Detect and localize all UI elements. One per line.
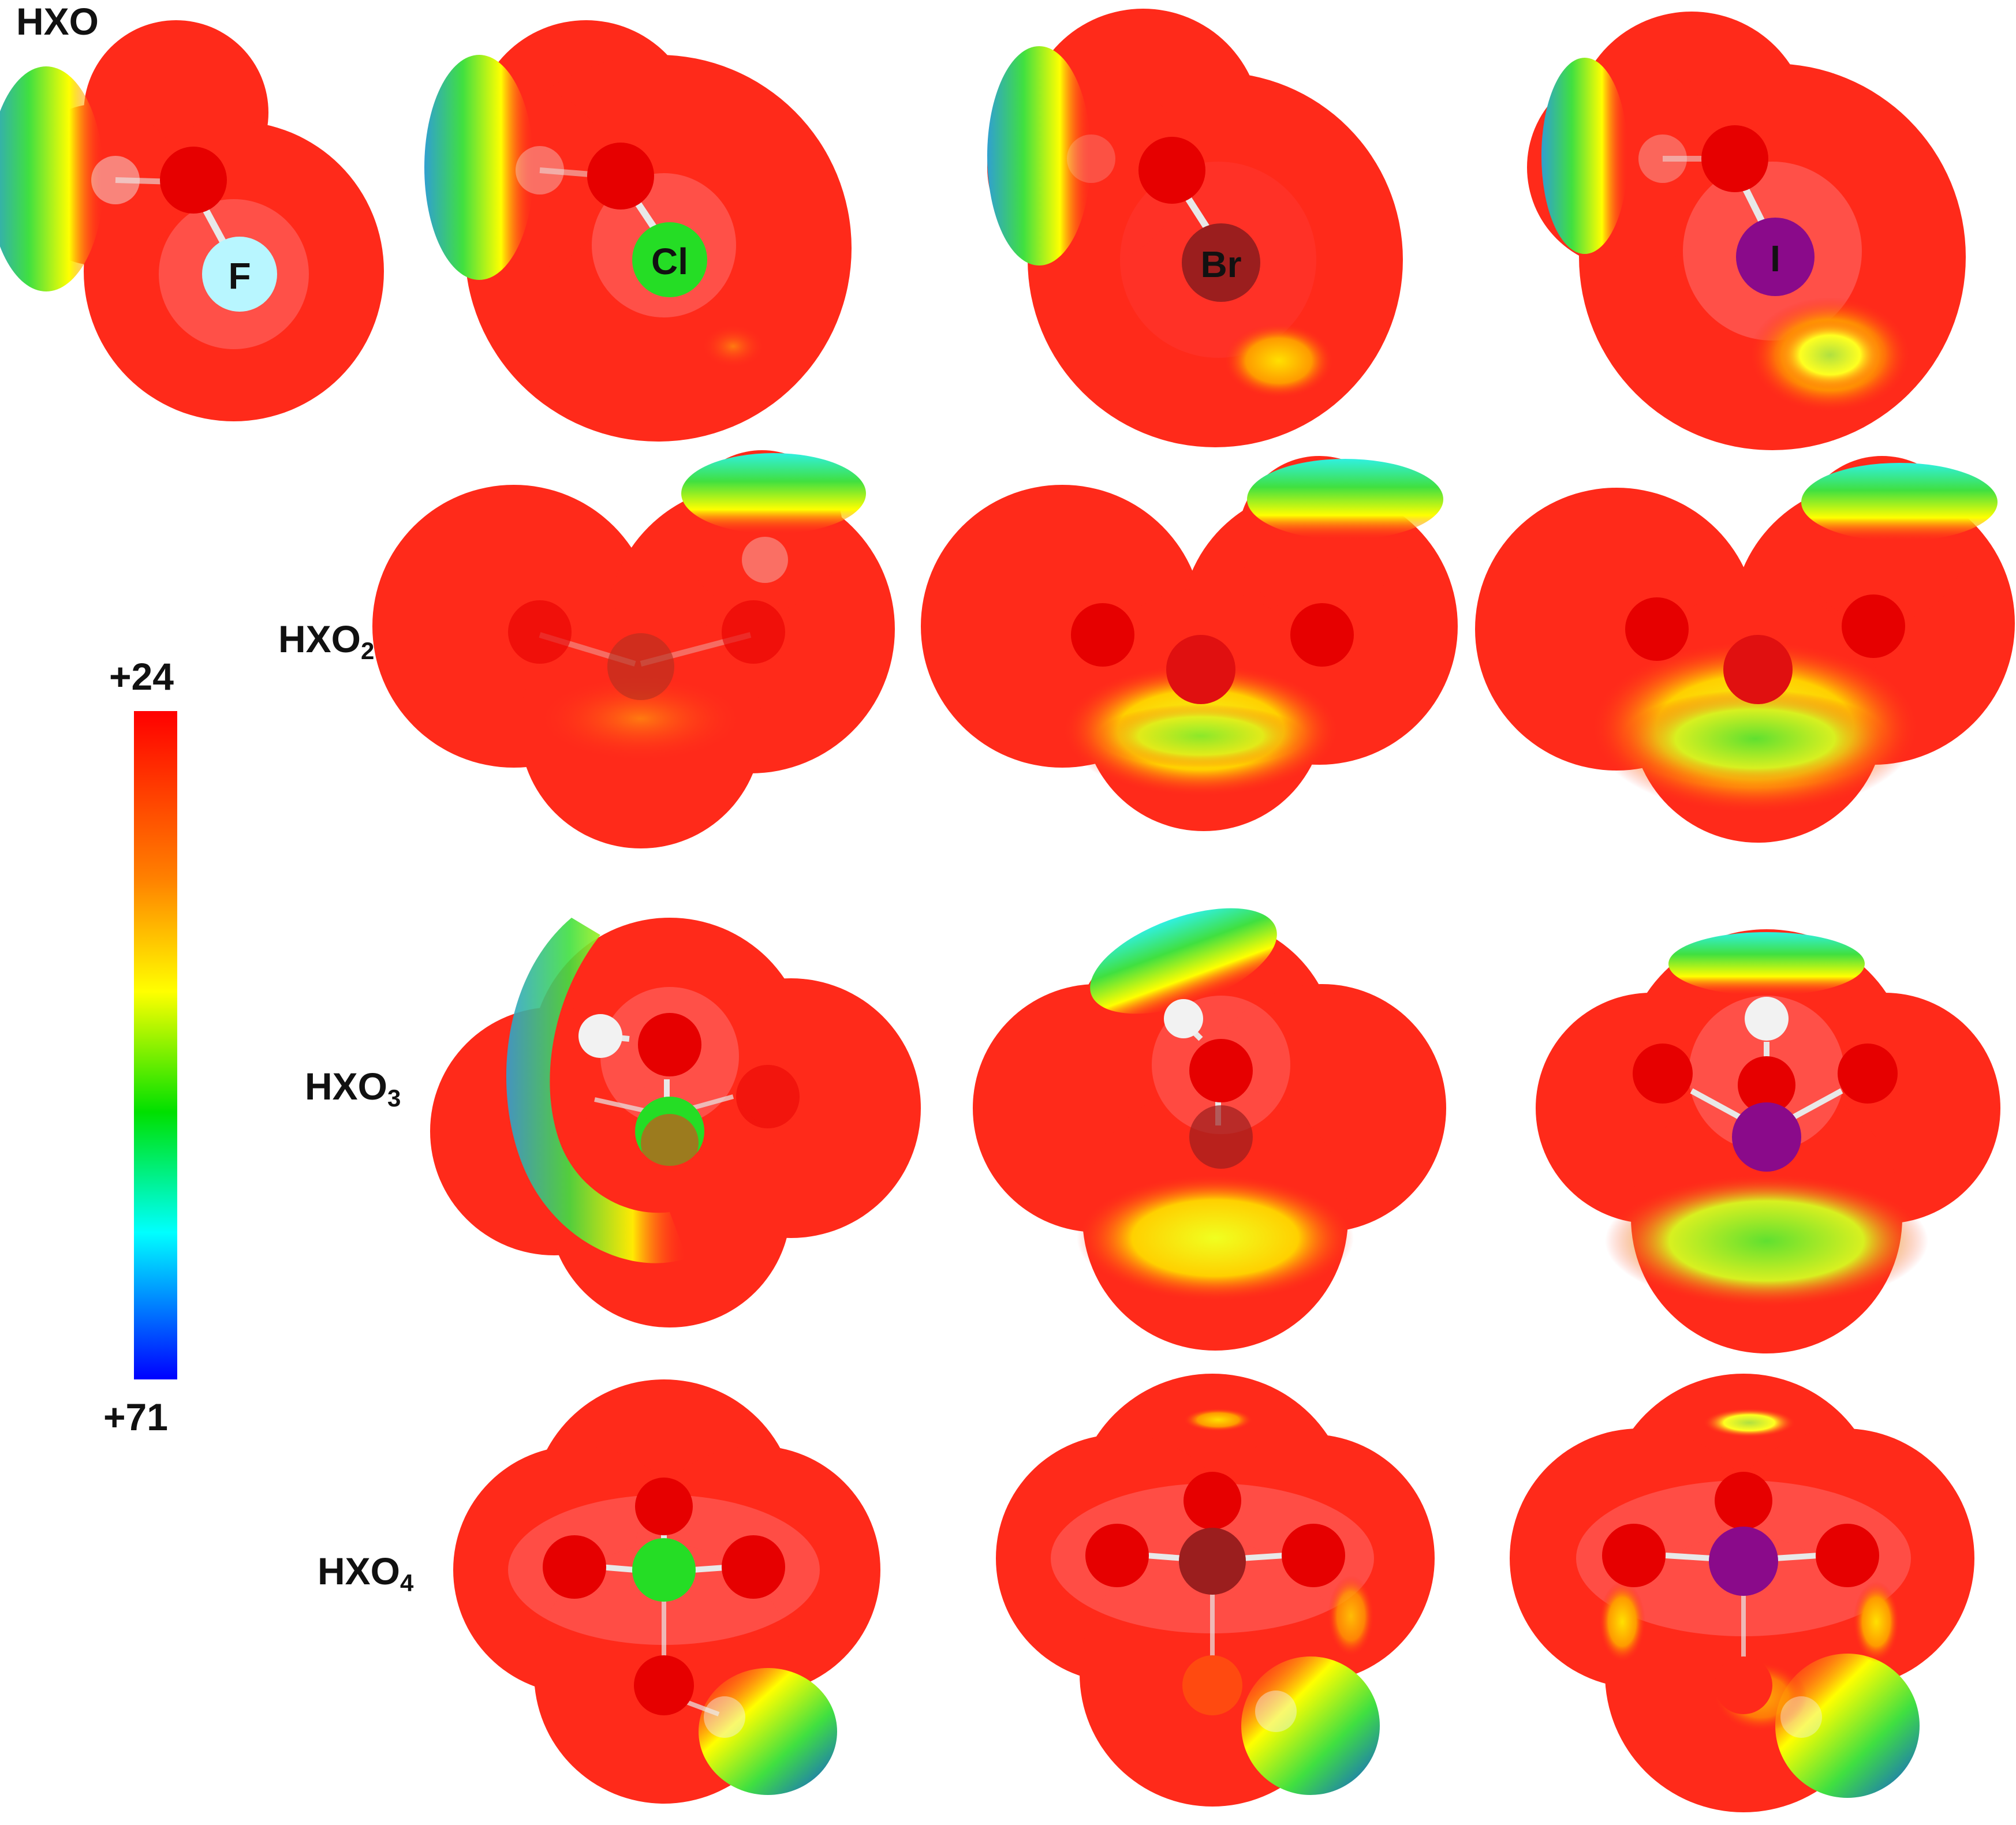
sigma-hole-band xyxy=(506,918,687,1263)
hydrogen-atom xyxy=(1745,997,1789,1041)
esp-hclo3 xyxy=(430,918,921,1327)
colorbar-min-label: +71 xyxy=(103,1396,168,1438)
esp-hfo: F xyxy=(0,20,384,421)
row-label-hxo: HXO xyxy=(16,0,99,43)
esp-hio: I xyxy=(1527,12,1966,450)
hydrogen-atom xyxy=(742,537,788,583)
esp-hio4 xyxy=(1510,1374,1974,1812)
halogen-atom-br xyxy=(1189,1105,1253,1169)
oxygen-atom xyxy=(1085,1524,1149,1587)
halogen-atom-cl xyxy=(632,1538,696,1602)
hydrogen-atom xyxy=(1164,999,1203,1038)
hydrogen-atom xyxy=(578,1014,622,1058)
oxygen-atom xyxy=(508,600,572,664)
esp-hbro3 xyxy=(973,908,1446,1351)
hydrogen-atom xyxy=(1638,134,1687,183)
oxygen-atom xyxy=(1816,1524,1879,1587)
esp-hclo2 xyxy=(372,450,895,848)
esp-hclo: Cl xyxy=(424,20,852,442)
hydrogen-atom xyxy=(1255,1691,1297,1732)
sigma-hole-cap xyxy=(1247,459,1443,540)
hydrogen-atom xyxy=(1067,134,1115,183)
sigma-hole-cap xyxy=(1775,1654,1920,1798)
oxygen-atom xyxy=(1842,594,1905,658)
halogen-atom-br xyxy=(1182,223,1260,302)
oxygen-atom xyxy=(1633,1044,1693,1104)
sigma-hole-cap xyxy=(424,55,534,280)
sigma-hole-cap xyxy=(681,453,866,534)
oxygen-atom xyxy=(587,143,654,210)
hydrogen-atom xyxy=(704,1696,745,1738)
halogen-atom-i xyxy=(1732,1102,1801,1172)
oxygen-atom xyxy=(722,600,785,664)
hydrogen-atom xyxy=(516,146,564,195)
halogen-atom-cl xyxy=(632,222,707,297)
esp-hbro2 xyxy=(921,456,1458,831)
halogen-atom-f xyxy=(202,237,277,312)
oxygen-atom xyxy=(638,1013,701,1076)
oxygen-atom xyxy=(1701,125,1768,192)
oxygen-atom xyxy=(543,1535,606,1599)
oxygen-atom xyxy=(1738,1056,1795,1114)
sigma-hole-cap xyxy=(1668,932,1865,996)
halogen-atom-i xyxy=(1736,218,1815,296)
sigma-hole-cap xyxy=(1541,58,1628,254)
esp-hio2 xyxy=(1475,456,2015,843)
esp-hio3 xyxy=(1536,929,2000,1353)
oxygen-atom xyxy=(1182,1655,1242,1715)
esp-hclo4 xyxy=(453,1379,880,1804)
oxygen-atom xyxy=(160,147,227,214)
halogen-atom-i xyxy=(1723,635,1793,704)
oxygen-atom xyxy=(1290,603,1354,667)
oxygen-atom xyxy=(1715,1656,1772,1714)
atom-label-cl: Cl xyxy=(651,241,688,282)
colorbar-max-label: +24 xyxy=(109,655,174,698)
oxygen-atom xyxy=(1138,137,1205,204)
row-label-hxo4: HXO4 xyxy=(318,1550,414,1596)
oxygen-atom xyxy=(1071,603,1134,667)
oxygen-atom xyxy=(1838,1044,1898,1104)
colorbar-gradient xyxy=(134,711,177,1379)
atom-label-br: Br xyxy=(1200,244,1241,285)
sigma-hole-cap xyxy=(987,46,1091,265)
sigma-hole-cap xyxy=(1090,908,1277,1014)
halogen-atom-br xyxy=(1166,635,1235,704)
hydrogen-atom xyxy=(1780,1696,1822,1738)
esp-hbro4 xyxy=(996,1374,1435,1807)
oxygen-atom xyxy=(1602,1524,1666,1587)
row-label-hxo2: HXO2 xyxy=(278,618,374,664)
row-label-hxo3: HXO3 xyxy=(305,1065,401,1112)
oxygen-atom xyxy=(722,1535,785,1599)
oxygen-atom xyxy=(635,1478,693,1535)
halogen-atom-cl xyxy=(607,633,674,700)
hydrogen-atom xyxy=(91,156,140,204)
sigma-hole-cap xyxy=(1241,1656,1380,1795)
sigma-hole-cap xyxy=(699,1668,837,1795)
oxygen-atom xyxy=(1184,1472,1241,1529)
oxygen-atom xyxy=(634,1655,694,1715)
oxygen-atom xyxy=(1189,1039,1253,1102)
oxygen-atom xyxy=(1282,1524,1345,1587)
oxygen-atom xyxy=(736,1065,800,1128)
halogen-atom-br xyxy=(1179,1528,1246,1595)
color-scale-bar: +24 +71 xyxy=(103,655,177,1438)
oxygen-atom xyxy=(1625,597,1689,661)
atom-label-f: F xyxy=(228,255,251,297)
sigma-hole-cap xyxy=(1801,463,1998,541)
sigma-hole-cap xyxy=(0,66,104,291)
atom-label-i: I xyxy=(1770,238,1780,279)
oxygen-atom xyxy=(1715,1472,1772,1529)
esp-hbro: Br xyxy=(987,9,1403,447)
halogen-atom-i xyxy=(1709,1527,1778,1596)
